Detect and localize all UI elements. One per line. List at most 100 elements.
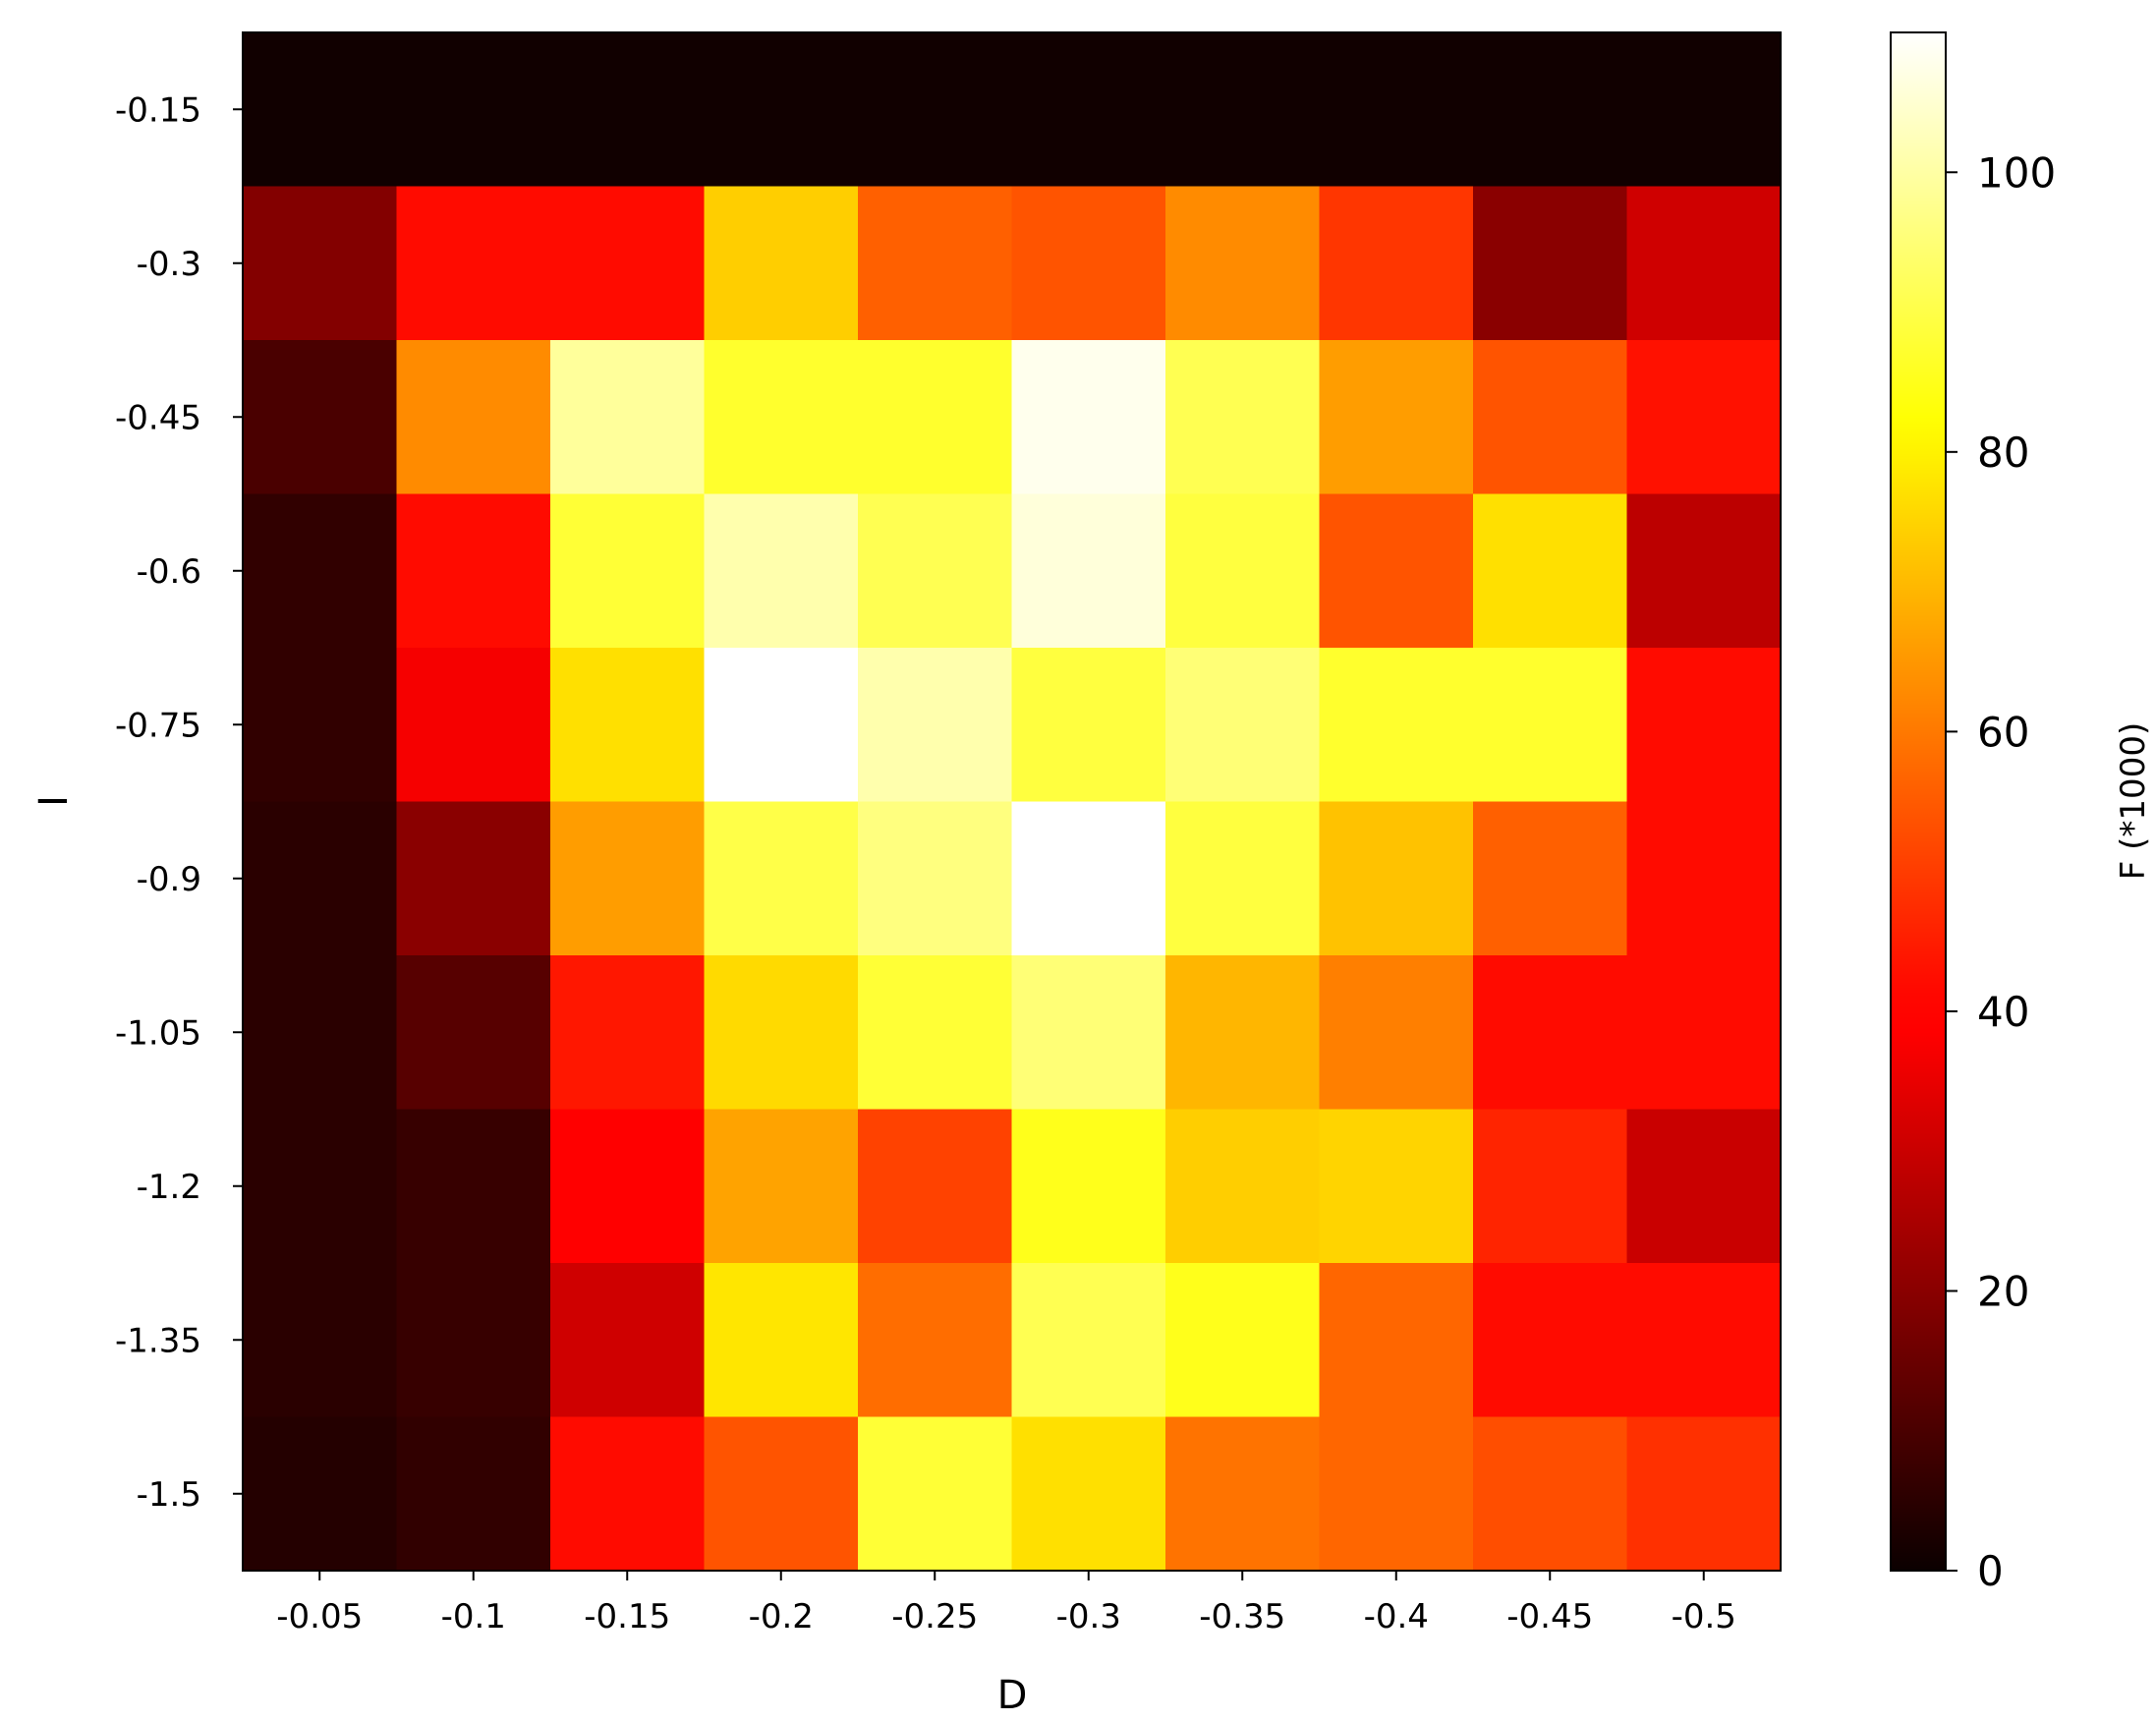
x-tick-label: -0.25 <box>891 1597 978 1636</box>
heatmap-cell <box>858 1109 1013 1264</box>
x-tick-label: -0.35 <box>1199 1597 1285 1636</box>
heatmap-cell <box>550 1109 706 1264</box>
heatmap-cell <box>243 493 398 649</box>
heatmap-cell <box>858 648 1013 803</box>
heatmap-cell <box>1473 340 1628 495</box>
heatmap-cell <box>1319 1416 1474 1572</box>
heatmap-cell <box>1011 1263 1166 1418</box>
x-tick-label: -0.05 <box>276 1597 363 1636</box>
y-axis-label: I <box>31 795 77 807</box>
heatmap-cell <box>1626 1416 1782 1572</box>
heatmap-cell <box>550 493 706 649</box>
heatmap-cell <box>1626 1109 1782 1264</box>
y-tick-label: -0.75 <box>115 706 201 745</box>
colorbar-tick-label: 20 <box>1977 1267 2029 1315</box>
heatmap-cell <box>1011 801 1166 956</box>
heatmap-cell <box>396 186 551 341</box>
x-tick-label: -0.45 <box>1506 1597 1593 1636</box>
heatmap-cell <box>1626 493 1782 649</box>
heatmap-cell <box>1626 955 1782 1111</box>
y-axis-ticks: -0.15 -0.3 -0.45 -0.6 -0.75 -0.9 -1.05 -1.2 -1.3… <box>115 90 243 1515</box>
heatmap-cell <box>550 801 706 956</box>
heatmap-cell <box>1165 1109 1321 1264</box>
heatmap-cell <box>1319 186 1474 341</box>
x-tick-label: -0.1 <box>441 1597 506 1636</box>
y-tick-label: -0.15 <box>115 90 201 130</box>
heatmap-cell <box>396 955 551 1111</box>
x-axis-label: D <box>997 1673 1028 1718</box>
heatmap-cell <box>396 1263 551 1418</box>
heatmap-cell <box>1165 1263 1321 1418</box>
heatmap-cell <box>1473 801 1628 956</box>
y-tick-label: -1.5 <box>137 1475 201 1515</box>
heatmap-cell <box>1319 648 1474 803</box>
heatmap-cell <box>704 32 859 188</box>
heatmap-cell <box>1473 1263 1628 1418</box>
heatmap-cell <box>1473 1109 1628 1264</box>
y-tick-label: -0.9 <box>137 860 201 899</box>
heatmap-cell <box>1011 493 1166 649</box>
y-tick-label: -1.05 <box>115 1013 201 1053</box>
x-axis-ticks: -0.05 -0.1 -0.15 -0.2 -0.25 -0.3 -0.35 -0.4 -0.4… <box>276 1571 1736 1636</box>
heatmap-cell <box>1319 32 1474 188</box>
heatmap-cell <box>704 955 859 1111</box>
heatmap-cell <box>704 186 859 341</box>
heatmap-cell <box>396 32 551 188</box>
heatmap-cell <box>704 493 859 649</box>
heatmap-cell <box>243 1416 398 1572</box>
heatmap-cell <box>1011 648 1166 803</box>
heatmap-cell <box>704 648 859 803</box>
heatmap-cell <box>1011 955 1166 1111</box>
heatmap-cell <box>1165 801 1321 956</box>
heatmap-cell <box>1473 1416 1628 1572</box>
y-tick-label: -0.3 <box>137 245 201 284</box>
heatmap-cell <box>243 648 398 803</box>
colorbar-tick-label: 80 <box>1977 429 2029 477</box>
colorbar-tick-label: 60 <box>1977 708 2029 756</box>
heatmap-cell <box>1626 1263 1782 1418</box>
heatmap-cell <box>1319 1263 1474 1418</box>
plot-frame <box>242 31 1782 1572</box>
heatmap-cell <box>550 955 706 1111</box>
y-tick-label: -0.6 <box>137 552 201 592</box>
colorbar-tick-label: 40 <box>1977 988 2029 1036</box>
heatmap-cell <box>243 340 398 495</box>
heatmap-cell <box>1319 340 1474 495</box>
heatmap-cell <box>396 1416 551 1572</box>
x-tick-label: -0.2 <box>749 1597 814 1636</box>
heatmap-cell <box>1011 1109 1166 1264</box>
heatmap-cell <box>1473 493 1628 649</box>
heatmap-cell <box>1626 801 1782 956</box>
heatmap-cell <box>1011 1416 1166 1572</box>
heatmap-cell <box>243 32 398 188</box>
heatmap-cell <box>1165 340 1321 495</box>
heatmap-cell <box>858 801 1013 956</box>
heatmap-cell <box>243 955 398 1111</box>
heatmap-cell <box>243 186 398 341</box>
heatmap-cell <box>396 340 551 495</box>
heatmap-cell <box>704 340 859 495</box>
x-tick-label: -0.4 <box>1364 1597 1429 1636</box>
heatmap-cell <box>1319 1109 1474 1264</box>
heatmap-cell <box>1165 493 1321 649</box>
heatmap-cell <box>1165 32 1321 188</box>
heatmap-cell <box>858 1416 1013 1572</box>
colorbar-tick-label: 100 <box>1977 148 2056 197</box>
heatmap-cell <box>1473 648 1628 803</box>
heatmap-cell <box>1626 648 1782 803</box>
heatmap-cell <box>858 32 1013 188</box>
heatmap-cell <box>550 340 706 495</box>
heatmap-cell <box>550 648 706 803</box>
heatmap-cell <box>1473 955 1628 1111</box>
y-tick-label: -0.45 <box>115 398 201 437</box>
heatmap-cell <box>858 186 1013 341</box>
heatmap-cell <box>858 955 1013 1111</box>
heatmap-cell <box>1473 32 1628 188</box>
heatmap-cell <box>550 32 706 188</box>
heatmap-cell <box>550 186 706 341</box>
heatmap-cell <box>396 801 551 956</box>
heatmap-cell <box>243 1109 398 1264</box>
heatmap-cell <box>858 340 1013 495</box>
heatmap-cell <box>1011 32 1166 188</box>
